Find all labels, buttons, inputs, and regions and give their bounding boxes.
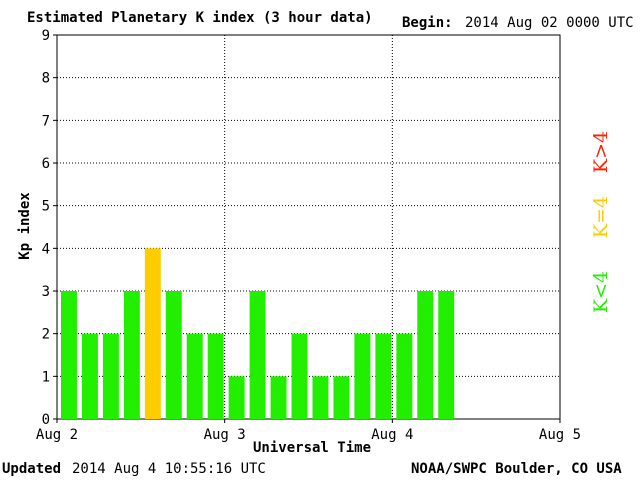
kp-bar xyxy=(375,333,392,419)
x-tick-label: Aug 4 xyxy=(371,427,413,443)
legend-k-greater-4: K>4 xyxy=(590,130,612,174)
kp-bar xyxy=(417,291,434,419)
y-tick-label: 9 xyxy=(42,28,50,44)
y-tick-label: 0 xyxy=(42,412,50,428)
source-credit: NOAA/SWPC Boulder, CO USA xyxy=(411,461,622,477)
updated-value: 2014 Aug 4 10:55:16 UTC xyxy=(72,461,266,477)
legend-k-equal-4: K=4 xyxy=(590,195,612,239)
y-tick-label: 5 xyxy=(42,199,50,215)
kp-bar xyxy=(207,333,224,419)
plot-frame xyxy=(56,34,561,420)
kp-bar xyxy=(186,333,203,419)
kp-bar xyxy=(228,376,245,419)
kp-bar xyxy=(123,291,140,419)
y-tick-label: 1 xyxy=(42,369,50,385)
kp-bar xyxy=(333,376,350,419)
y-tick-label: 7 xyxy=(42,113,50,129)
y-tick-label: 8 xyxy=(42,71,50,87)
y-tick-label: 4 xyxy=(42,241,50,257)
kp-bar xyxy=(396,333,413,419)
kp-bar xyxy=(312,376,329,419)
begin-label: Begin: xyxy=(402,15,453,31)
x-tick-label: Aug 3 xyxy=(204,427,246,443)
y-tick-label: 6 xyxy=(42,156,50,172)
kp-bar xyxy=(165,291,182,419)
chart-title: Estimated Planetary K index (3 hour data… xyxy=(27,10,373,26)
kp-bar xyxy=(438,291,455,419)
kp-bar xyxy=(270,376,287,419)
x-tick-label: Aug 5 xyxy=(539,427,581,443)
kp-bar xyxy=(291,333,308,419)
kp-bar xyxy=(102,333,119,419)
x-tick-label: Aug 2 xyxy=(36,427,78,443)
begin-value: 2014 Aug 02 0000 UTC xyxy=(465,15,634,31)
kp-bar xyxy=(81,333,98,419)
kp-bar xyxy=(249,291,266,419)
kp-bar xyxy=(144,248,161,419)
y-tick-label: 3 xyxy=(42,284,50,300)
kp-bar xyxy=(354,333,371,419)
updated-label: Updated xyxy=(2,461,62,477)
x-axis-label: Universal Time xyxy=(253,440,372,456)
legend-k-less-4: K<4 xyxy=(590,270,612,314)
y-axis-label: Kp index xyxy=(17,192,33,260)
y-tick-label: 2 xyxy=(42,327,50,343)
kp-bar xyxy=(61,291,77,419)
